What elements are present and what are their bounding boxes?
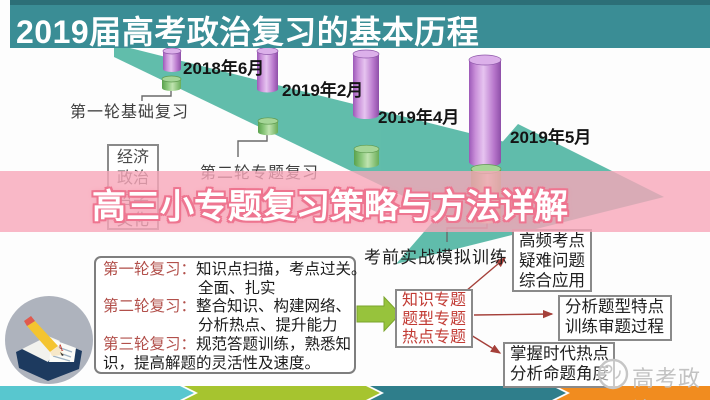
review-line: 第二轮复习：整合知识、构建网络、 bbox=[103, 298, 352, 316]
milestone-date-3: 2019年4月 bbox=[378, 108, 460, 127]
footer-bar bbox=[0, 386, 710, 400]
outcome-box-current-affairs: 掌握时代热点 分析命题角度 bbox=[503, 342, 615, 388]
topics-box: 知识专题 题型专题 热点专题 bbox=[395, 289, 473, 348]
topic-item: 知识专题 bbox=[401, 292, 466, 309]
overlay-title: 高三小专题复习策略与方法详解 bbox=[92, 188, 568, 226]
page-title: 2019届高考政治复习的基本历程 bbox=[16, 14, 480, 50]
milestone-cylinder-1 bbox=[161, 47, 182, 91]
milestone-cylinder-2 bbox=[256, 47, 279, 136]
book-pencil-icon: A bbox=[5, 296, 93, 384]
review-line: 识，提高解题的灵活性及速度。 bbox=[103, 354, 321, 372]
milestone-date-4: 2019年5月 bbox=[510, 128, 592, 147]
svg-text:A: A bbox=[57, 343, 64, 353]
milestone-date-2: 2019年2月 bbox=[282, 81, 364, 100]
milestone-cylinder-3 bbox=[352, 49, 380, 168]
topic-item: 题型专题 bbox=[401, 310, 466, 328]
review-rounds-box: 第一轮复习：知识点扫描，考点过关。 全面、扎实 第二轮复习：整合知识、构建网络、… bbox=[94, 256, 367, 374]
review-line: 全面、扎实 bbox=[198, 279, 276, 297]
review-line: 第一轮复习：知识点扫描，考点过关。 bbox=[103, 261, 367, 278]
watermark-text: 高考政治 bbox=[632, 366, 702, 400]
review-line: 第三轮复习：规范答题训练，熟悉知 bbox=[103, 335, 352, 353]
stage-label-round1: 第一轮基础复习 bbox=[70, 104, 190, 121]
review-line: 分析热点、提升能力 bbox=[198, 317, 338, 335]
milestone-date-1: 2018年6月 bbox=[183, 59, 265, 78]
overlay-banner: 高三小专题复习策略与方法详解 bbox=[0, 171, 710, 232]
flow-arrow-icon bbox=[356, 295, 401, 333]
title-band: 2019届高考政治复习的基本历程 bbox=[10, 0, 710, 50]
topic-item: 热点专题 bbox=[401, 329, 466, 346]
subject-item: 经济 bbox=[116, 149, 149, 166]
exam-prep-heading: 考前实战模拟训练 bbox=[364, 248, 508, 267]
outcome-box-question-types: 分析题型特点 训练审题过程 bbox=[558, 295, 672, 341]
